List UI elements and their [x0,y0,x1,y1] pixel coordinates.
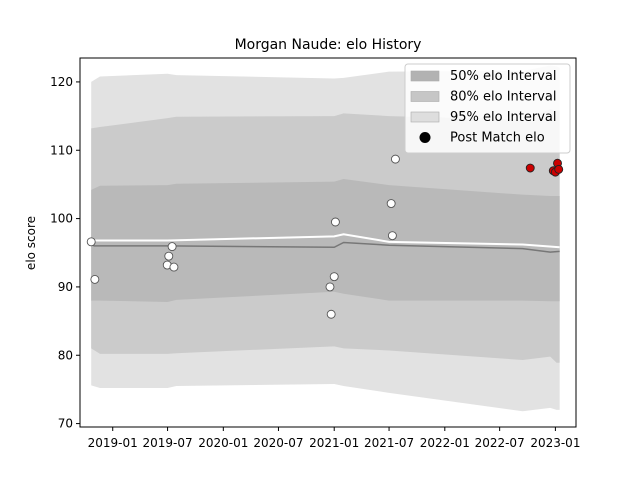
legend-label: Post Match elo [450,131,545,146]
mean-line [90,233,560,249]
match-point-13 [390,154,400,164]
axes-frame [79,57,577,428]
legend: 50% elo Interval 80% elo Interval 95% elo … [404,63,571,154]
band-3 [91,178,560,302]
x-tick-label: 2019-01 [88,436,138,450]
match-point-11 [386,199,396,209]
match-point-2 [90,274,100,284]
legend-label: 80% elo Interval [450,90,557,105]
y-tick-label: 120 [50,75,73,89]
legend-label: 50% elo Interval [450,69,557,84]
x-tick-label: 2021-07 [364,436,414,450]
y-tick-label: 70 [58,417,73,431]
x-tick-label: 2020-01 [198,436,248,450]
median-line [90,241,560,253]
y-tick-label: 80 [58,348,73,362]
match-point-6 [169,262,179,272]
x-tick-label: 2019-07 [142,436,192,450]
match-point-5 [167,242,177,252]
match-point-8 [326,309,336,319]
x-tick-label: 2023-01 [530,436,580,450]
chart-title: Morgan Naude: elo History [235,37,422,53]
match-point-9 [329,272,339,282]
x-tick-label: 2020-07 [253,436,303,450]
legend-marker [419,132,431,143]
match-point-10 [330,217,340,227]
match-point-4 [164,251,174,261]
legend-box [404,63,571,154]
legend-swatch-1 [410,70,440,82]
x-tick-label: 2021-01 [309,436,359,450]
legend-swatch-2 [410,91,440,102]
x-tick-label: 2022-07 [475,436,525,450]
y-tick-label: 90 [58,280,73,294]
match-point-7 [325,282,335,292]
legend-label: 95% elo Interval [450,110,557,125]
x-tick-label: 2022-01 [420,436,470,450]
match-point-1 [86,237,96,247]
y-axis-label: elo score [24,216,38,270]
post-match-point-5 [554,164,564,174]
legend-swatch-3 [410,111,440,123]
post-match-point-1 [525,163,535,173]
match-point-12 [387,231,397,241]
y-tick-label: 100 [50,212,73,226]
y-tick-label: 110 [50,143,73,157]
